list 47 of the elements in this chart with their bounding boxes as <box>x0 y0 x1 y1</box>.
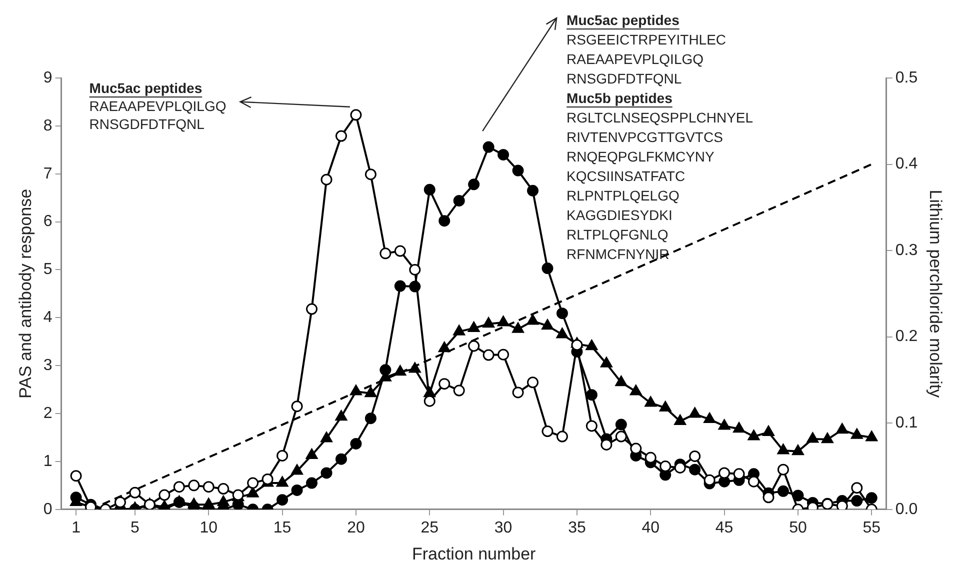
annotation: Muc5b peptides <box>566 90 673 106</box>
x-tick-label: 55 <box>862 519 881 536</box>
y2-tick-label: 0.5 <box>895 69 918 86</box>
x-tick-label: 30 <box>494 519 512 536</box>
y-tick-label: 1 <box>43 452 52 470</box>
annotation: RLPNTPLQELGQ <box>566 187 680 204</box>
y-tick-label: 2 <box>43 404 52 422</box>
y2-tick-label: 0.1 <box>895 414 918 432</box>
y-tick-label: 5 <box>43 261 52 278</box>
annotation: Muc5ac peptides <box>89 80 202 96</box>
y2-tick-label: 0.0 <box>895 500 918 518</box>
annotation: RGLTCLNSEQSPPLCHNYEL <box>566 109 754 126</box>
x-tick-label: 50 <box>789 519 807 536</box>
x-tick-label: 40 <box>642 519 660 536</box>
y2-tick-label: 0.2 <box>895 328 918 346</box>
y-tick-label: 9 <box>43 69 52 86</box>
text: RSGEEICTRPEYITHLEC <box>566 31 726 48</box>
text: Muc5ac peptides <box>566 12 680 28</box>
y-tick-label: 0 <box>43 500 52 518</box>
annotation: RNQEQPGLFKMCYNY <box>566 148 716 164</box>
x-tick-label: 25 <box>420 519 439 536</box>
annotation: RNSGDFDTFQNL <box>566 70 682 86</box>
x-tick-label: 10 <box>200 519 218 536</box>
annotation: RFNMCFNYNIR <box>566 246 670 262</box>
y-tick-label: 7 <box>43 165 52 182</box>
x-tick-label: 35 <box>568 519 586 536</box>
x-tick-label: 15 <box>273 519 292 536</box>
y2-axis-title: Lithium perchloride molarity <box>926 190 946 398</box>
y2-tick-label: 0.3 <box>895 242 918 259</box>
y-tick-label: 4 <box>43 309 52 326</box>
x-tick-label: 45 <box>715 519 734 536</box>
x-tick-label: 20 <box>347 519 365 536</box>
text: RAEAAPEVPLQILGQ <box>566 50 704 67</box>
y-tick-label: 3 <box>43 357 52 374</box>
annotation: RAEAAPEVPLQILGQ <box>89 98 226 114</box>
y-tick-label: 6 <box>43 213 52 230</box>
annotation: RLTPLQFGNLQ <box>566 226 668 242</box>
y-axis-title: PAS and antibody response <box>16 188 35 398</box>
annotation: KAGGDIESYDKI <box>566 206 672 223</box>
annotation: RNSGDFDTFQNL <box>89 116 205 132</box>
x-tick-label: 5 <box>130 519 140 536</box>
annotation: RIVTENVPCGTTGVTCS <box>566 128 723 145</box>
y2-tick-label: 0.4 <box>895 156 918 173</box>
x-axis-title: Fraction number <box>412 544 536 564</box>
y-tick-label: 8 <box>43 117 52 134</box>
x-tick-label: 1 <box>72 519 81 536</box>
annotation: KQCSIINSATFATC <box>566 168 686 184</box>
